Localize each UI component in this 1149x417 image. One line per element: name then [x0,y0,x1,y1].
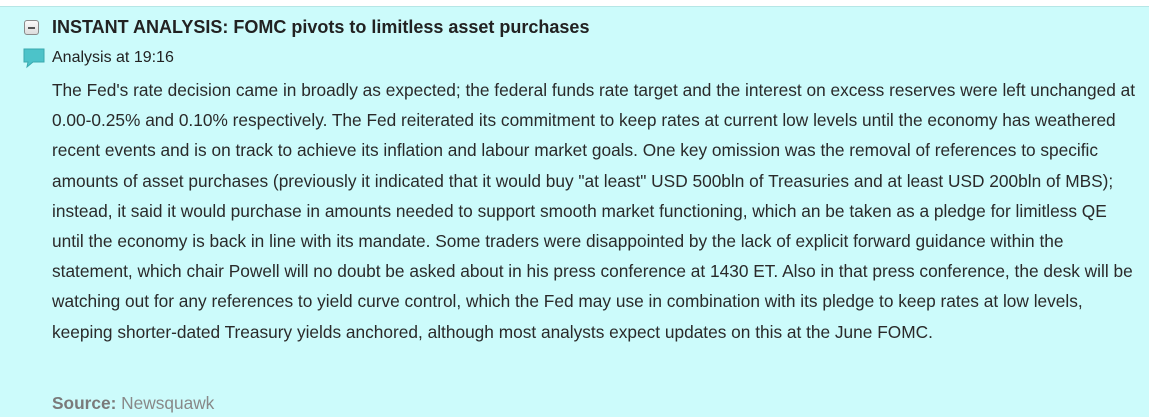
source-label: Source: [52,393,117,413]
news-item-panel: INSTANT ANALYSIS: FOMC pivots to limitle… [0,6,1149,417]
source-attribution: Source: Newsquawk [52,393,214,414]
headline-title[interactable]: INSTANT ANALYSIS: FOMC pivots to limitle… [52,16,590,37]
comment-bubble-icon [23,48,45,69]
analysis-body-text: The Fed's rate decision came in broadly … [52,80,1136,342]
analysis-row: Analysis at 19:16 [22,47,174,69]
headline-row: INSTANT ANALYSIS: FOMC pivots to limitle… [24,16,589,38]
source-value: Newsquawk [121,393,215,413]
analysis-timestamp: Analysis at 19:16 [52,49,174,66]
collapse-minus-icon[interactable] [24,19,39,35]
